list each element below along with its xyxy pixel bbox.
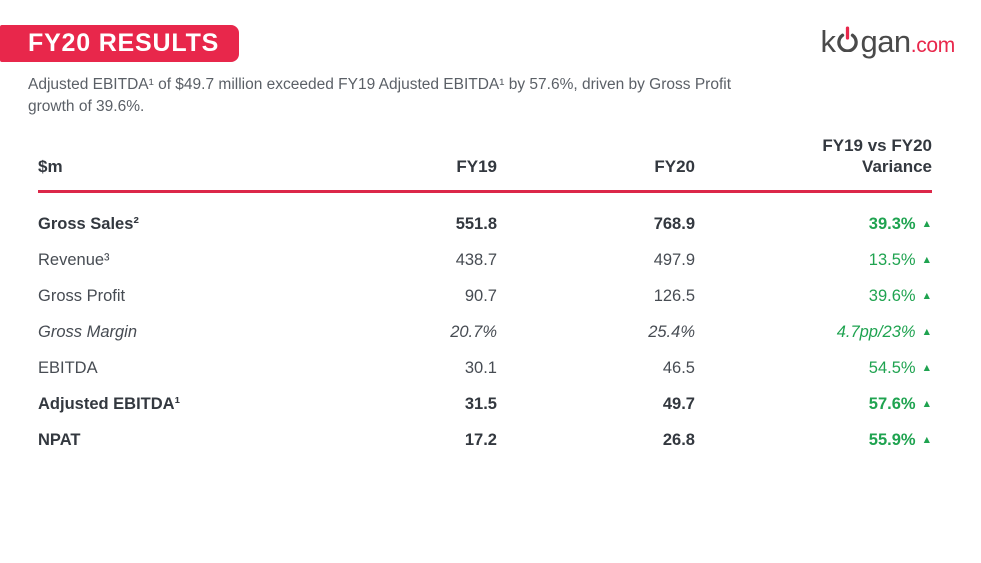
title-banner: FY20 RESULTS — [0, 25, 240, 62]
metric-label: Gross Margin — [38, 322, 138, 341]
fy19-value: 17.2 — [464, 430, 497, 449]
fy20-value: 25.4% — [648, 322, 695, 341]
metric-column-header: $m — [38, 136, 318, 194]
table-row: Adjusted EBITDA¹ 31.5 49.7 57.6% ▲ — [38, 386, 932, 422]
variance-column-header: FY19 vs FY20 Variance — [695, 136, 932, 194]
variance-value: 39.3% ▲ — [868, 214, 932, 233]
up-triangle-icon: ▲ — [921, 254, 932, 267]
table-row: Gross Profit 90.7 126.5 39.6% ▲ — [38, 278, 932, 314]
fy19-column-header: FY19 — [318, 136, 497, 194]
variance-value: 13.5% ▲ — [868, 250, 932, 269]
metric-label: EBITDA — [38, 358, 98, 377]
logo-text-dotcom: .com — [910, 34, 956, 57]
up-triangle-icon: ▲ — [921, 434, 932, 447]
fy19-value: 438.7 — [455, 250, 497, 269]
fy19-value: 30.1 — [464, 358, 497, 377]
up-triangle-icon: ▲ — [921, 398, 932, 411]
variance-value: 39.6% ▲ — [868, 286, 932, 305]
variance-value: 54.5% ▲ — [868, 358, 932, 377]
page-title: FY20 RESULTS — [28, 29, 220, 57]
up-triangle-icon: ▲ — [921, 362, 932, 375]
up-triangle-icon: ▲ — [921, 326, 932, 339]
fy19-value: 31.5 — [464, 394, 497, 413]
variance-value: 4.7pp/23% ▲ — [836, 322, 932, 341]
table-row: Revenue³ 438.7 497.9 13.5% ▲ — [38, 242, 932, 278]
power-icon — [836, 25, 859, 57]
logo-text-k: k — [820, 24, 836, 59]
metric-label: Revenue³ — [38, 250, 110, 269]
logo-text-gan: gan — [860, 24, 911, 59]
subtitle: Adjusted EBITDA¹ of $49.7 million exceed… — [28, 74, 731, 118]
table-row: Gross Margin 20.7% 25.4% 4.7pp/23% ▲ — [38, 314, 932, 350]
fy19-value: 551.8 — [455, 214, 497, 233]
table-row: EBITDA 30.1 46.5 54.5% ▲ — [38, 350, 932, 386]
fy19-value: 90.7 — [464, 286, 497, 305]
metric-label: Gross Sales² — [38, 214, 139, 233]
table-header-row: $m FY19 FY20 FY19 vs FY20 Variance — [38, 136, 932, 194]
fy20-value: 126.5 — [653, 286, 695, 305]
variance-value: 55.9% ▲ — [868, 430, 932, 449]
fy20-value: 49.7 — [662, 394, 695, 413]
metric-label: Adjusted EBITDA¹ — [38, 394, 181, 413]
table-row: NPAT 17.2 26.8 55.9% ▲ — [38, 422, 932, 458]
fy20-value: 26.8 — [662, 430, 695, 449]
up-triangle-icon: ▲ — [921, 290, 932, 303]
fy19-value: 20.7% — [450, 322, 497, 341]
results-table: $m FY19 FY20 FY19 vs FY20 Variance Gross… — [38, 136, 932, 458]
fy20-value: 497.9 — [653, 250, 695, 269]
kogan-logo: k gan .com — [820, 24, 955, 60]
subtitle-line2: growth of 39.6%. — [28, 98, 145, 115]
fy20-value: 46.5 — [662, 358, 695, 377]
fy20-column-header: FY20 — [497, 136, 695, 194]
subtitle-line1: Adjusted EBITDA¹ of $49.7 million exceed… — [28, 76, 732, 93]
table-row: Gross Sales² 551.8 768.9 39.3% ▲ — [38, 192, 932, 243]
variance-value: 57.6% ▲ — [868, 394, 932, 413]
metric-label: NPAT — [38, 430, 81, 449]
up-triangle-icon: ▲ — [921, 218, 932, 231]
fy20-value: 768.9 — [653, 214, 695, 233]
metric-label: Gross Profit — [38, 286, 126, 305]
